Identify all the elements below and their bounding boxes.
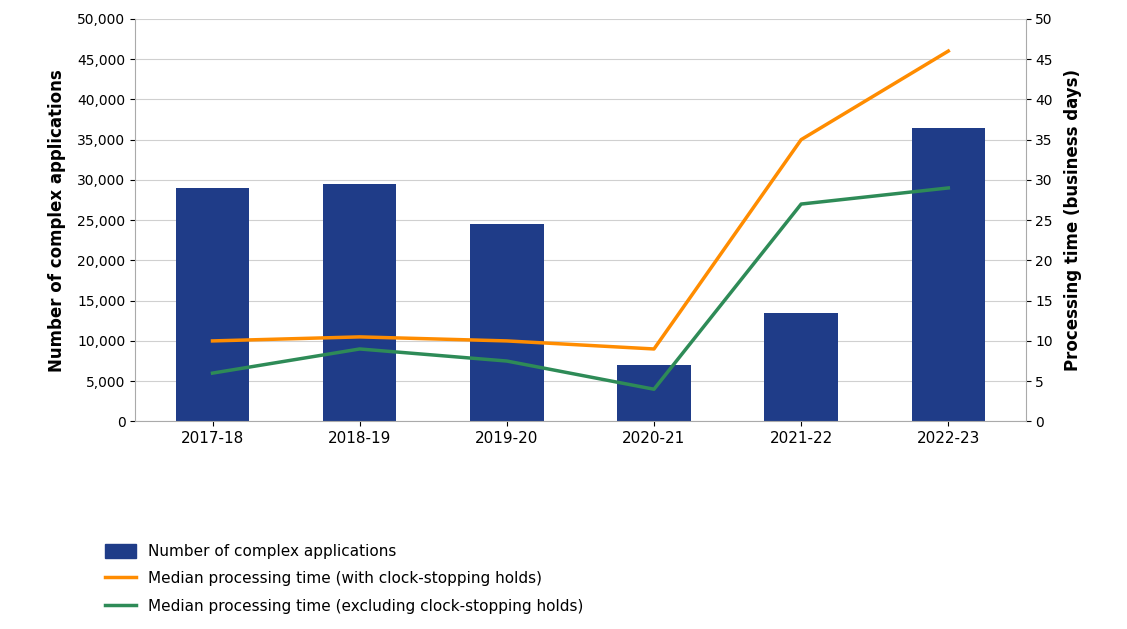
- Bar: [912, 128, 985, 421]
- Bar: [618, 365, 691, 421]
- Y-axis label: Number of complex applications: Number of complex applications: [48, 69, 66, 372]
- Bar: [764, 313, 838, 421]
- Bar: [470, 224, 543, 421]
- Bar: [322, 184, 397, 421]
- Bar: [176, 188, 249, 421]
- Legend: Number of complex applications, Median processing time (with clock-stopping hold: Number of complex applications, Median p…: [98, 537, 592, 621]
- Y-axis label: Processing time (business days): Processing time (business days): [1064, 69, 1082, 371]
